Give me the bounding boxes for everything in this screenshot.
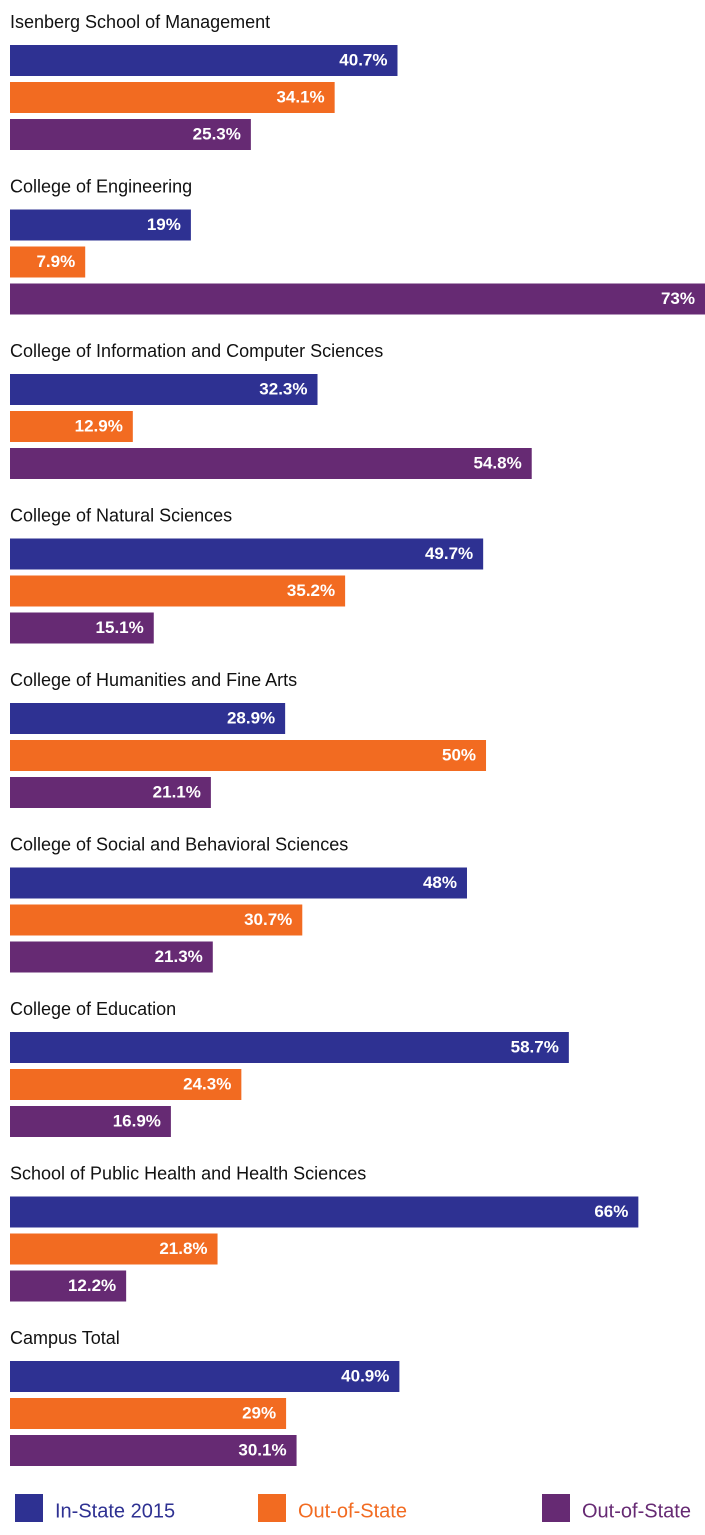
bar xyxy=(10,1196,639,1228)
value-label: 73% xyxy=(661,289,695,308)
category-label: College of Information and Computer Scie… xyxy=(10,341,383,361)
bar xyxy=(10,119,251,150)
value-label: 24.3% xyxy=(183,1074,231,1093)
category-label: Campus Total xyxy=(10,1328,120,1348)
bar xyxy=(10,1069,242,1100)
value-label: 19% xyxy=(147,215,181,234)
bar xyxy=(10,374,318,405)
value-label: 7.9% xyxy=(36,252,75,271)
value-label: 48% xyxy=(423,873,457,892)
bar xyxy=(10,941,213,973)
category-label: School of Public Health and Health Scien… xyxy=(10,1163,366,1183)
bar xyxy=(10,1270,127,1302)
bar xyxy=(10,45,398,76)
legend-label: Out-of-State xyxy=(298,1500,407,1522)
value-label: 34.1% xyxy=(276,87,324,106)
value-label: 21.1% xyxy=(153,782,201,801)
bar xyxy=(10,1361,400,1392)
bar xyxy=(10,904,303,936)
bar xyxy=(10,777,211,808)
category-label: College of Education xyxy=(10,999,176,1019)
bar xyxy=(10,740,487,771)
legend-label: Out-of-State xyxy=(582,1500,691,1522)
bar xyxy=(10,1106,171,1137)
bar xyxy=(10,867,467,899)
value-label: 50% xyxy=(442,745,476,764)
value-label: 12.2% xyxy=(68,1276,116,1295)
category-label: Isenberg School of Management xyxy=(10,12,270,32)
category-label: College of Natural Sciences xyxy=(10,505,232,525)
value-label: 28.9% xyxy=(227,708,275,727)
bar xyxy=(10,612,154,644)
value-label: 15.1% xyxy=(96,618,144,637)
bar xyxy=(10,209,191,241)
value-label: 21.3% xyxy=(155,947,203,966)
bar xyxy=(10,1398,287,1429)
value-label: 49.7% xyxy=(425,544,473,563)
bar xyxy=(10,1233,218,1265)
bar xyxy=(10,1435,297,1466)
value-label: 35.2% xyxy=(287,581,335,600)
value-label: 25.3% xyxy=(193,124,241,143)
legend-swatch xyxy=(258,1494,286,1522)
value-label: 32.3% xyxy=(259,379,307,398)
value-label: 30.7% xyxy=(244,910,292,929)
value-label: 12.9% xyxy=(75,416,123,435)
bar xyxy=(10,538,484,570)
bar xyxy=(10,703,286,734)
legend-swatch xyxy=(542,1494,570,1522)
bar xyxy=(10,1032,569,1063)
category-label: College of Social and Behavioral Science… xyxy=(10,834,348,854)
value-label: 29% xyxy=(242,1403,276,1422)
bar xyxy=(10,82,335,113)
legend-swatch xyxy=(15,1494,43,1522)
value-label: 16.9% xyxy=(113,1111,161,1130)
value-label: 21.8% xyxy=(159,1239,207,1258)
value-label: 54.8% xyxy=(474,453,522,472)
category-label: College of Engineering xyxy=(10,176,192,196)
value-label: 66% xyxy=(594,1202,628,1221)
category-label: College of Humanities and Fine Arts xyxy=(10,670,297,690)
bar xyxy=(10,575,346,607)
bar xyxy=(10,411,133,442)
bar xyxy=(10,448,532,479)
value-label: 40.9% xyxy=(341,1366,389,1385)
bar xyxy=(10,246,86,278)
legend-label: In-State 2015 xyxy=(55,1500,175,1522)
value-label: 58.7% xyxy=(511,1037,559,1056)
bar xyxy=(10,283,705,315)
value-label: 40.7% xyxy=(339,50,387,69)
value-label: 30.1% xyxy=(238,1440,286,1459)
